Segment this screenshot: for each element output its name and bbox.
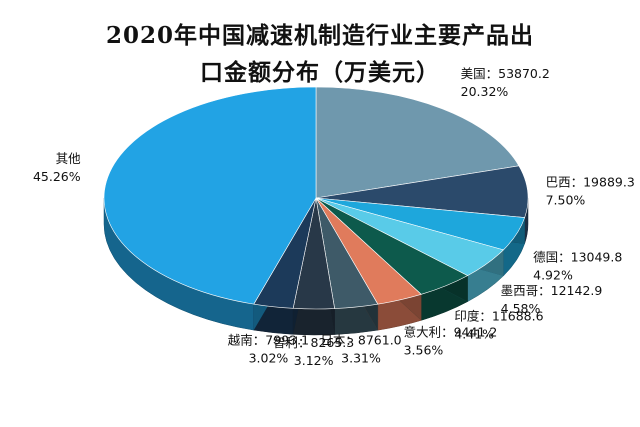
- slice-9-percent-label: 3.02%: [249, 350, 289, 365]
- slice-10-label: 其他: [56, 151, 82, 166]
- slice-6-label: 意大利：9441.2: [404, 325, 498, 340]
- slice-4-percent-label: 4.58%: [501, 301, 541, 316]
- slice-4-label: 墨西哥：12142.9: [501, 283, 603, 298]
- slice-5-label: 印度：11688.6: [454, 308, 543, 323]
- slice-2-percent-label: 7.50%: [546, 193, 586, 208]
- slice-2-top: [315, 165, 529, 218]
- slice-10-top: [103, 86, 317, 305]
- chart-title-line-1: 2020年中国减速机制造行业主要产品出: [105, 22, 534, 49]
- slice-6-percent-label: 3.56%: [404, 343, 444, 358]
- slice-5-percent-label: 4.41%: [454, 326, 494, 341]
- slice-10-percent-label: 45.26%: [33, 169, 81, 184]
- slice-8-side: [292, 308, 335, 336]
- slice-3-percent-label: 4.92%: [533, 267, 573, 282]
- slice-1-percent-label: 20.32%: [461, 84, 509, 99]
- slice-3-label: 德国：13049.8: [533, 249, 622, 264]
- slice-8-percent-label: 3.12%: [294, 353, 334, 368]
- slice-7-label: 日本：8761.0: [320, 333, 401, 348]
- slice-9-label: 越南：7993.1: [228, 332, 309, 347]
- slice-7-percent-label: 3.31%: [341, 351, 381, 366]
- chart-title-line-2: 口金额分布（万美元）: [200, 59, 440, 86]
- slice-8-label: 智利：8265.3: [273, 335, 354, 350]
- slice-2-label: 巴西：19889.3: [546, 175, 635, 190]
- slice-1-label: 美国：53870.2: [461, 66, 550, 81]
- slice-1-top: [315, 86, 520, 199]
